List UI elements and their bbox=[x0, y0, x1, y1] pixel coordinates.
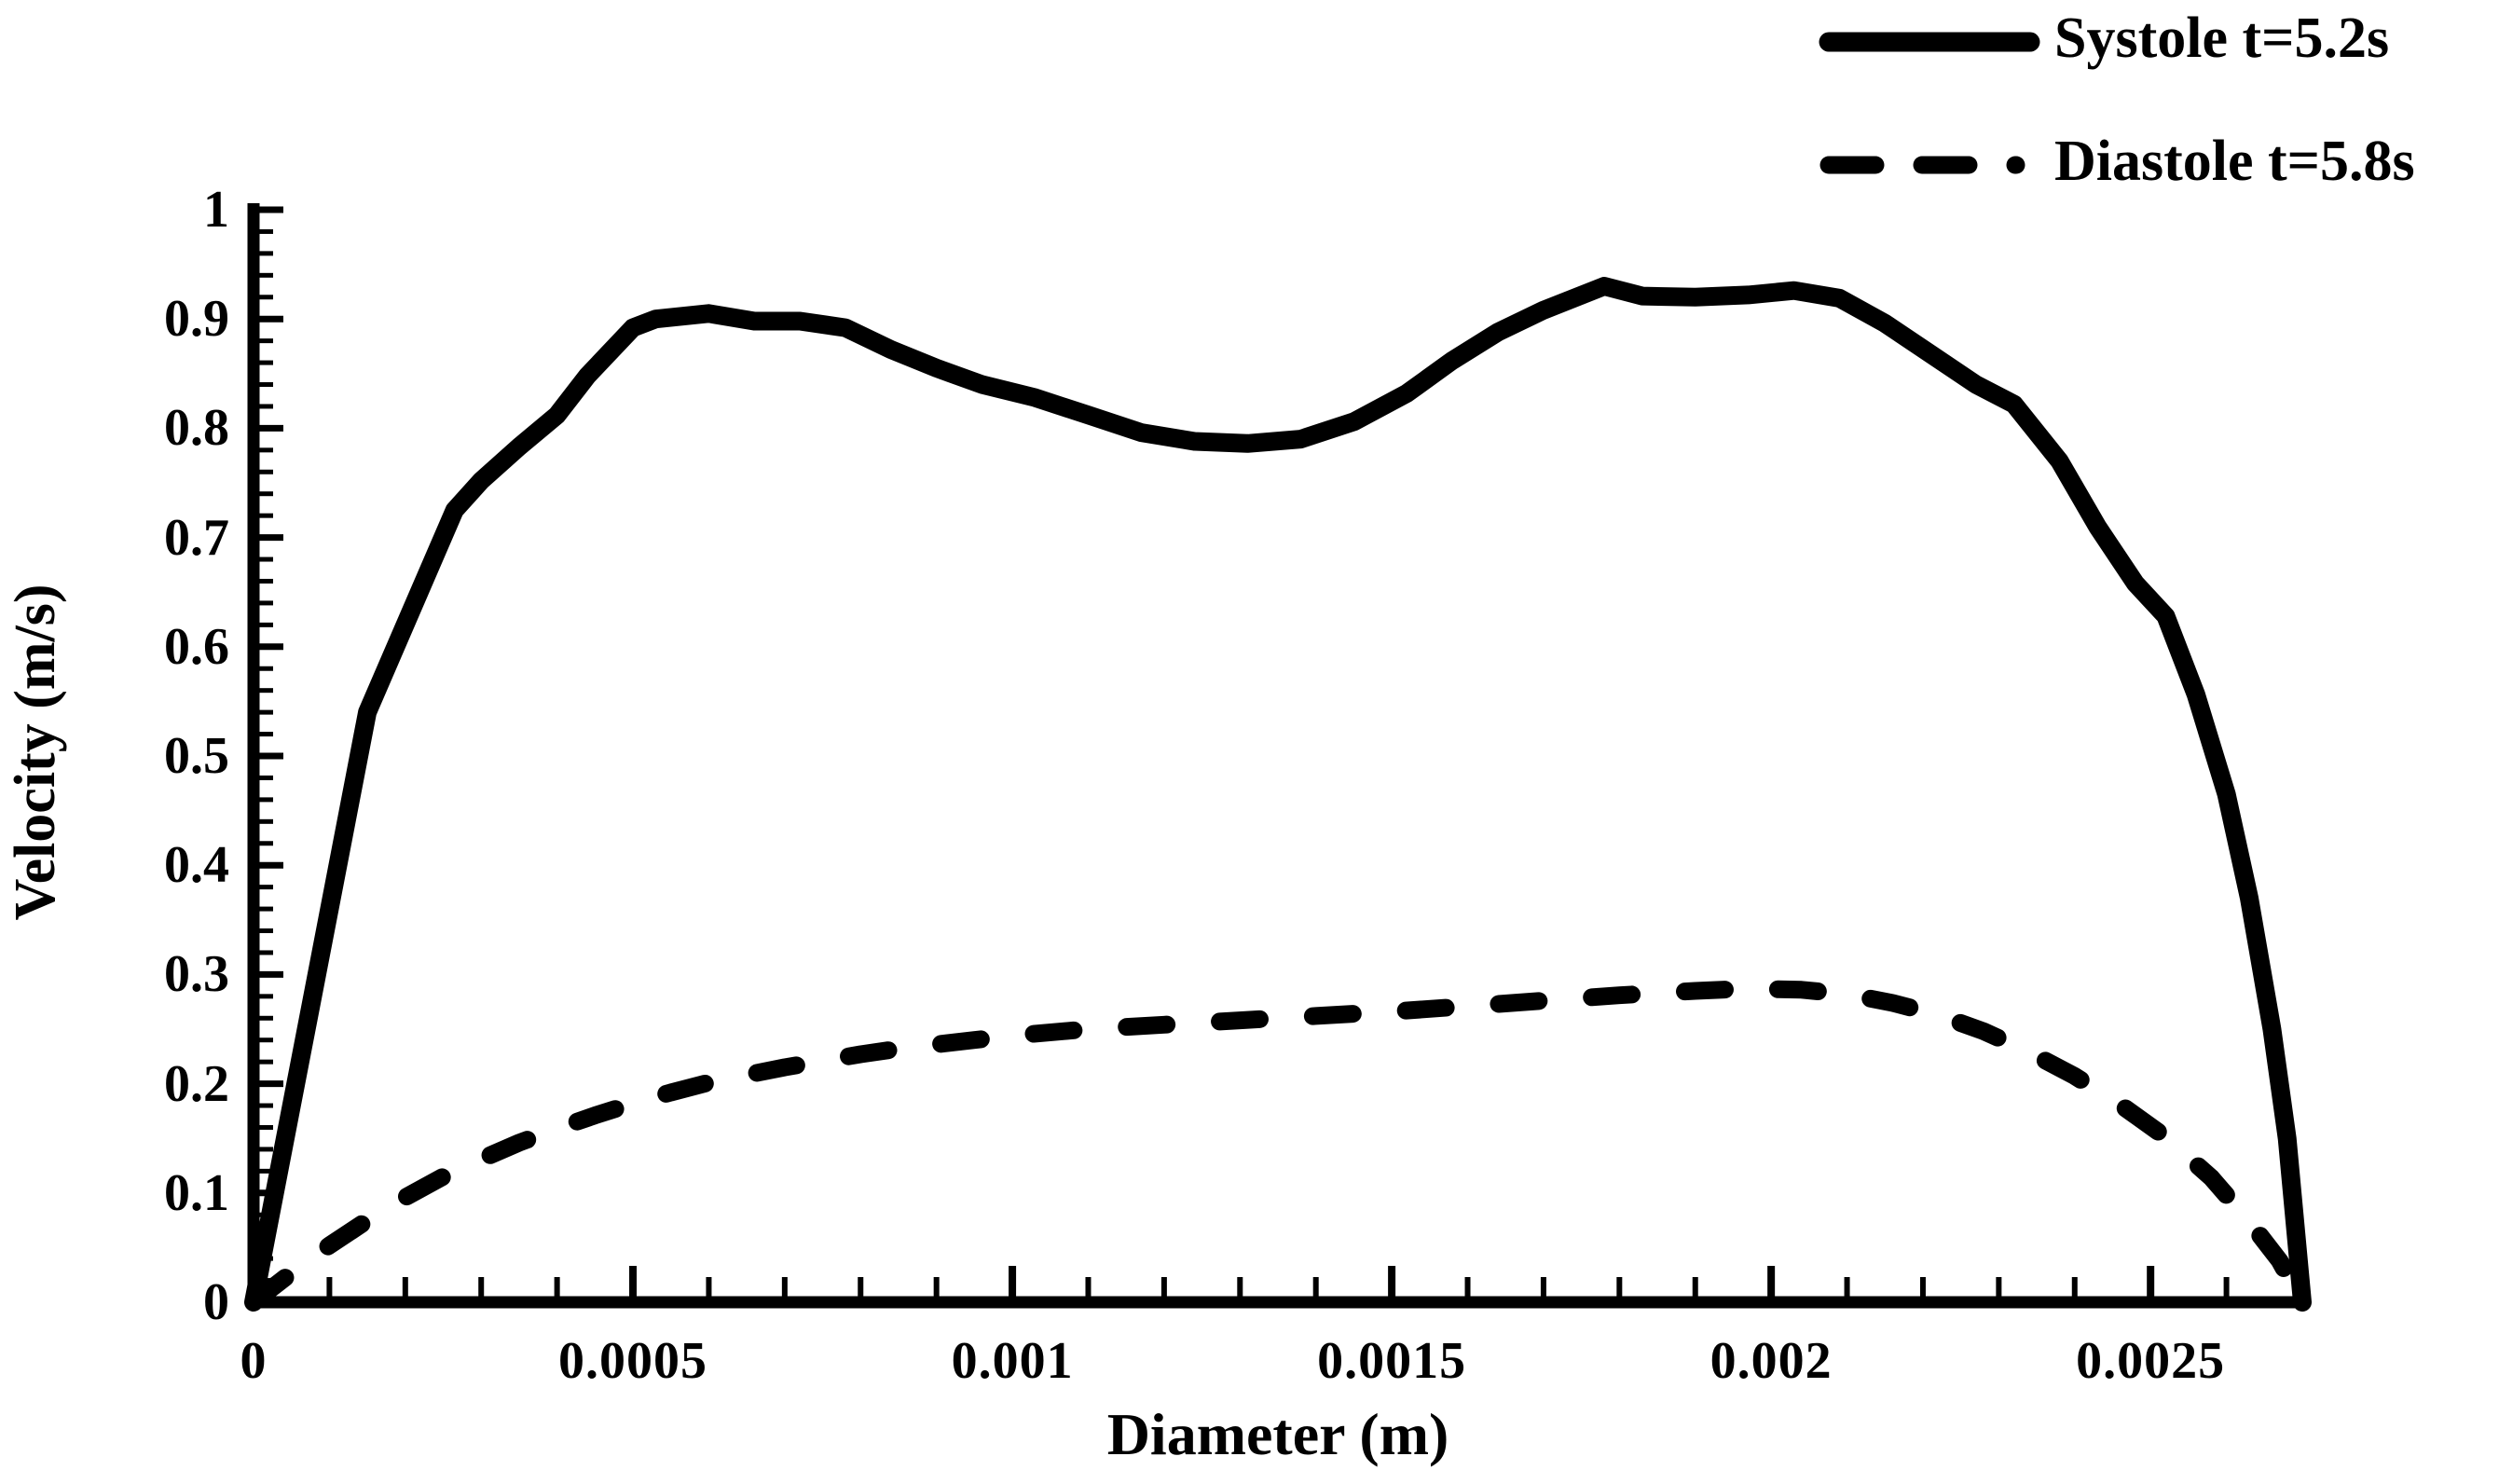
legend-dashed-line-icon bbox=[1819, 156, 2041, 173]
y-tick-label: 0 bbox=[203, 1273, 229, 1331]
y-tick-label: 0.2 bbox=[164, 1054, 229, 1113]
y-tick-label: 0.6 bbox=[164, 617, 229, 676]
y-tick-label: 0.1 bbox=[164, 1163, 229, 1222]
y-tick-label: 0.3 bbox=[164, 945, 229, 1004]
y-tick-label: 0.7 bbox=[164, 508, 229, 567]
y-tick-label: 0.4 bbox=[164, 836, 229, 895]
legend-label-diastole: Diastole t=5.8s bbox=[2054, 130, 2415, 193]
legend-item-diastole: Diastole t=5.8s bbox=[1818, 129, 2415, 195]
x-tick-label: 0.0005 bbox=[558, 1332, 708, 1390]
x-tick-label: 0.001 bbox=[951, 1332, 1074, 1390]
x-tick-label: 0.0015 bbox=[1317, 1332, 1467, 1390]
y-tick-label: 0.5 bbox=[164, 727, 229, 785]
legend-item-systole: Systole t=5.2s bbox=[1818, 6, 2389, 72]
x-axis-title: Diameter (m) bbox=[1106, 1401, 1449, 1467]
series-line-diastole bbox=[244, 980, 2312, 1312]
x-tick-label: 0.0025 bbox=[2076, 1332, 2226, 1390]
y-tick-label: 0.8 bbox=[164, 399, 229, 458]
legend-solid-line-icon bbox=[1819, 32, 2040, 51]
legend-label-systole: Systole t=5.2s bbox=[2054, 7, 2390, 70]
series-line-systole bbox=[244, 277, 2312, 1312]
x-tick-label: 0.002 bbox=[1709, 1332, 1833, 1390]
x-tick-label: 0 bbox=[240, 1332, 268, 1390]
y-tick-label: 1 bbox=[203, 181, 229, 239]
y-tick-label: 0.9 bbox=[164, 290, 229, 349]
